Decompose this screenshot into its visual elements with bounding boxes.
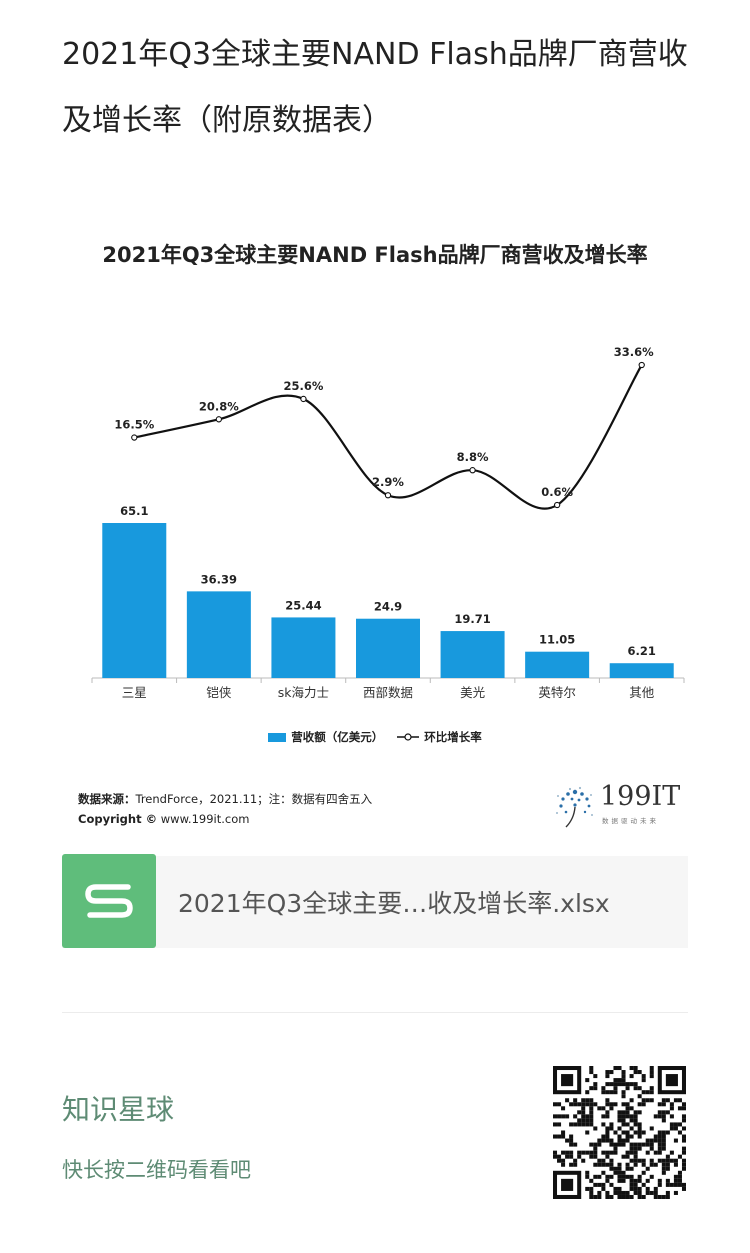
growth-label-0: 16.5% [114,418,154,432]
growth-label-3: 2.9% [372,475,404,489]
copyright-label: Copyright © [78,812,158,826]
x-tick-label-2: sk海力士 [278,685,329,700]
footer-subtitle: 快长按二维码看看吧 [62,1158,251,1182]
growth-point-3 [384,492,392,499]
growth-label-2: 25.6% [283,379,323,393]
growth-point-5 [553,501,561,509]
bar-2 [271,617,336,678]
x-tick-label-6: 其他 [629,685,655,700]
divider [62,1012,688,1013]
bar-label-5: 11.05 [539,633,575,647]
bar-label-6: 6.21 [628,644,656,658]
growth-point-2 [300,395,307,403]
qr-code-icon[interactable] [553,1066,686,1199]
bar-label-2: 25.44 [285,598,321,612]
bar-3 [356,618,420,678]
legend-label-revenue: 营收额（亿美元） [291,730,384,744]
growth-point-4 [469,467,476,474]
bar-label-1: 36.39 [201,572,237,586]
legend-item-revenue: 营收额（亿美元） [268,729,383,745]
chart-source: 数据来源：TrendForce，2021.11；注：数据有四舍五入 Copyri… [78,789,372,829]
bar-label-4: 19.71 [454,612,490,626]
source-line: 数据来源：TrendForce，2021.11；注：数据有四舍五入 [78,789,372,809]
chart-title: 2021年Q3全球主要NAND Flash品牌厂商营收及增长率 [102,243,648,267]
dandelion-icon [556,786,593,828]
attachment-card[interactable]: 2021年Q3全球主要…收及增长率.xlsx [62,854,688,948]
bar-5 [525,651,590,678]
x-tick-label-1: 铠侠 [206,685,232,700]
bar-0 [102,523,167,678]
bar-1 [186,591,251,678]
chart-legend: 营收额（亿美元） 环比增长率 [62,729,688,745]
brand-slogan: 数据驱动未来 [602,817,659,825]
growth-point-6 [638,361,645,369]
x-tick-label-3: 西部数据 [363,685,413,700]
bar-label-3: 24.9 [374,600,402,614]
copyright-line: Copyright © www.199it.com [78,809,372,829]
source-text: TrendForce，2021.11；注：数据有四舍五入 [135,792,373,806]
x-tick-label-0: 三星 [122,685,147,700]
growth-point-0 [131,434,138,441]
chart-card: 65.1 三星 36.39 铠侠 25.44 sk海力士 24.9 西部数据 19.71 美光 11… [62,205,688,845]
footer-title: 知识星球 [62,1093,175,1126]
brand-logo: 199IT 数据驱动未来 [552,781,682,828]
growth-point-1 [215,416,223,423]
attachment-filename[interactable]: 2021年Q3全球主要…收及增长率.xlsx [178,889,610,918]
bar-4 [440,631,505,678]
spreadsheet-s-icon [62,854,156,948]
growth-label-1: 20.8% [199,399,239,413]
x-tick-label-4: 美光 [460,685,485,700]
post-title: 2021年Q3全球主要NAND Flash品牌厂商营收及增长率（附原数据表） [62,37,688,138]
brand-name: 199IT [600,781,681,812]
growth-label-5: 0.6% [541,485,573,499]
bar-6 [609,663,674,678]
chart-canvas: 65.1 三星 36.39 铠侠 25.44 sk海力士 24.9 西部数据 19.71 美光 11… [91,345,685,700]
bar-label-0: 65.1 [120,504,148,518]
source-label: 数据来源： [78,792,136,806]
legend-swatch-bar [268,732,287,742]
copyright-text: www.199it.com [157,812,250,826]
growth-label-6: 33.6% [614,345,654,359]
legend-label-growth: 环比增长率 [424,730,482,744]
growth-label-4: 8.8% [457,450,489,464]
legend-item-growth: 环比增长率 [397,729,482,745]
legend-swatch-line [397,733,420,741]
x-tick-label-5: 英特尔 [538,685,576,700]
